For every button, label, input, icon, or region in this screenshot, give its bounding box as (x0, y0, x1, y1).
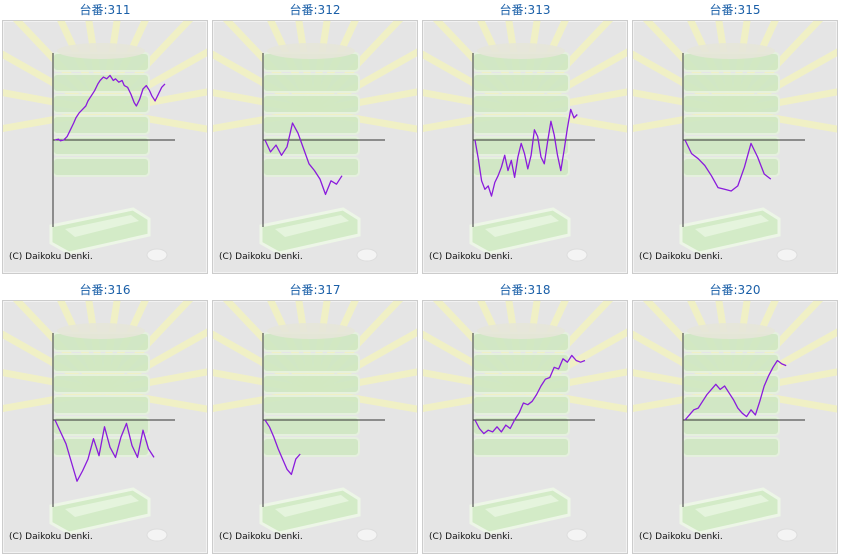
machine-background-art (3, 21, 207, 262)
payout-graph-panel[interactable]: (C) Daikoku Denki. (2, 20, 208, 274)
copyright-text: (C) Daikoku Denki. (429, 532, 513, 542)
machine-number-title: 台番:313 (499, 3, 551, 17)
machine-number-title: 台番:316 (79, 283, 131, 297)
payout-trend-line (264, 419, 301, 476)
machine-background-art (213, 301, 417, 542)
payout-trend-line (474, 354, 586, 435)
payout-graph-panel[interactable]: (C) Daikoku Denki. (632, 300, 838, 554)
payout-graph (213, 301, 417, 542)
copyright-text: (C) Daikoku Denki. (219, 252, 303, 262)
payout-trend-line (54, 419, 155, 482)
machine-card: 台番:316 (C) Daikoku Denki. (2, 280, 208, 556)
machine-background-art (633, 21, 837, 262)
copyright-text: (C) Daikoku Denki. (639, 252, 723, 262)
machine-card: 台番:317 (C) Daikoku Denki. (212, 280, 418, 556)
machine-card: 台番:320 (C) Daikoku Denki. (632, 280, 838, 556)
machine-background-art (213, 21, 417, 262)
machine-number-title: 台番:312 (289, 3, 341, 17)
payout-trend-line (54, 74, 166, 142)
machine-background-art (423, 301, 627, 542)
machine-background-art (633, 301, 837, 542)
copyright-text: (C) Daikoku Denki. (219, 532, 303, 542)
machine-number-title: 台番:317 (289, 283, 341, 297)
copyright-text: (C) Daikoku Denki. (639, 532, 723, 542)
machine-number-title: 台番:311 (79, 3, 131, 17)
payout-graph (423, 21, 627, 262)
machine-number-title: 台番:320 (709, 283, 761, 297)
copyright-text: (C) Daikoku Denki. (429, 252, 513, 262)
machine-card: 台番:311 (C) Daikoku Denki. (2, 0, 208, 276)
machine-card: 台番:318 (C) Daikoku Denki. (422, 280, 628, 556)
payout-trend-line (684, 359, 787, 421)
payout-graph (3, 21, 207, 262)
machine-background-art (423, 21, 627, 262)
payout-graph (633, 21, 837, 262)
payout-graph-panel[interactable]: (C) Daikoku Denki. (212, 300, 418, 554)
payout-trend-line (474, 108, 578, 197)
payout-graph-panel[interactable]: (C) Daikoku Denki. (632, 20, 838, 274)
payout-trend-line (684, 139, 772, 192)
payout-graph (423, 301, 627, 542)
machine-card: 台番:313 (C) Daikoku Denki. (422, 0, 628, 276)
copyright-text: (C) Daikoku Denki. (9, 532, 93, 542)
machine-number-title: 台番:318 (499, 283, 551, 297)
payout-graph (633, 301, 837, 542)
payout-trend-line (264, 122, 343, 196)
payout-graph (213, 21, 417, 262)
payout-graph-panel[interactable]: (C) Daikoku Denki. (2, 300, 208, 554)
payout-graph-panel[interactable]: (C) Daikoku Denki. (422, 20, 628, 274)
machine-card: 台番:312 (C) Daikoku Denki. (212, 0, 418, 276)
payout-graph-panel[interactable]: (C) Daikoku Denki. (212, 20, 418, 274)
payout-graph (3, 301, 207, 542)
payout-graph-panel[interactable]: (C) Daikoku Denki. (422, 300, 628, 554)
machine-card: 台番:315 (C) Daikoku Denki. (632, 0, 838, 276)
machine-number-title: 台番:315 (709, 3, 761, 17)
copyright-text: (C) Daikoku Denki. (9, 252, 93, 262)
machine-background-art (3, 301, 207, 542)
